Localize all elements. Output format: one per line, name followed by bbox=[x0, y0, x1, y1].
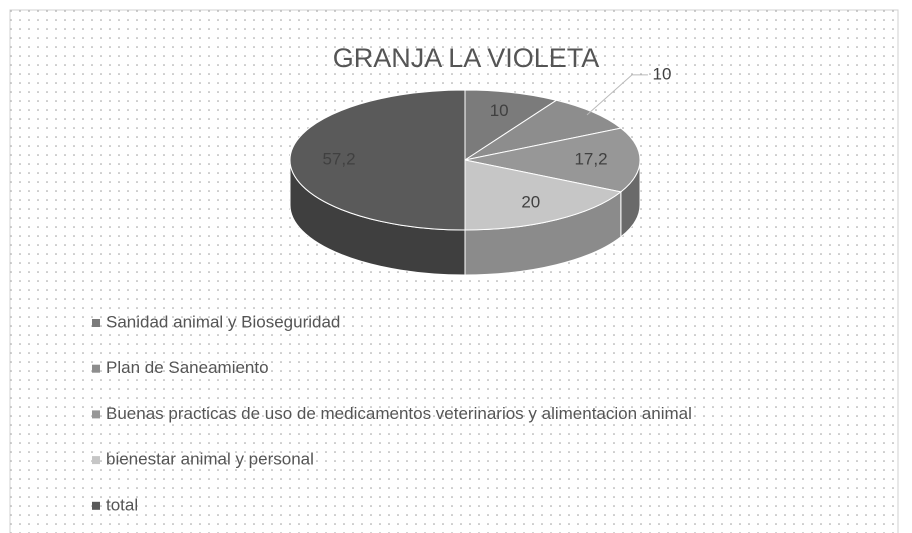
pie-slice bbox=[464, 99, 622, 161]
leader-line bbox=[586, 74, 648, 116]
data-label: 10 bbox=[490, 101, 509, 120]
chart-title: GRANJA LA VIOLETA bbox=[333, 43, 600, 73]
data-label: 57,2 bbox=[322, 149, 355, 168]
legend-marker bbox=[92, 501, 100, 510]
data-label: 10 bbox=[653, 64, 672, 83]
data-label: 20 bbox=[521, 192, 540, 211]
pie-slice bbox=[464, 89, 558, 161]
legend-marker bbox=[92, 319, 100, 327]
legend-label: Plan de Saneamiento bbox=[106, 358, 269, 377]
pie-slice bbox=[289, 89, 466, 231]
legend-label: total bbox=[106, 495, 138, 514]
legend-label: Buenas practicas de uso de medicamentos … bbox=[106, 404, 692, 423]
pie-slice bbox=[464, 127, 641, 193]
legend-marker bbox=[92, 410, 100, 419]
legend-marker bbox=[92, 364, 100, 373]
legend-label: Sanidad animal y Bioseguridad bbox=[106, 312, 340, 331]
legend-marker bbox=[92, 456, 100, 465]
pie-slice bbox=[464, 159, 623, 231]
legend-label: bienestar animal y personal bbox=[106, 450, 314, 469]
data-label: 17,2 bbox=[574, 149, 607, 168]
